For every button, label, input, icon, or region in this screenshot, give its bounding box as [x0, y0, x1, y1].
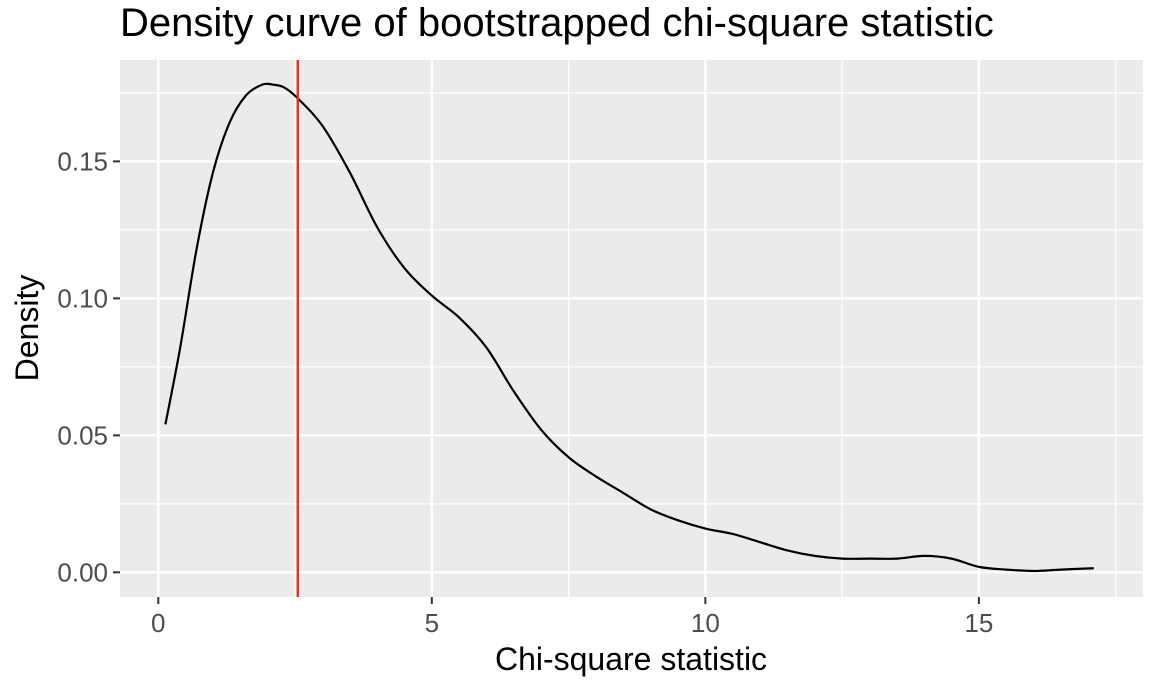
plot-panel: [120, 60, 1143, 597]
y-tick-label: 0.05: [57, 420, 108, 450]
x-tick-label: 10: [691, 608, 720, 638]
x-tick-label: 5: [425, 608, 439, 638]
tick-labels: 0 5 10 15 0.00 0.05 0.10 0.15: [57, 146, 993, 638]
y-tick-label: 0.00: [57, 557, 108, 587]
y-tick-label: 0.15: [57, 146, 108, 176]
axis-ticks: [113, 160, 980, 604]
y-tick-label: 0.10: [57, 283, 108, 313]
density-curve: [164, 82, 1094, 573]
major-gridlines: [120, 60, 1143, 597]
x-axis-title: Chi-square statistic: [495, 641, 767, 677]
watermark-text: 掘金技术社区 @ 布客飞龙: [877, 642, 1132, 667]
chart-title: Density curve of bootstrapped chi-square…: [120, 1, 994, 45]
chart-marks: [164, 60, 1094, 597]
y-axis-title: Density: [9, 275, 45, 382]
x-tick-label: 0: [151, 608, 165, 638]
minor-gridlines: [120, 60, 1143, 597]
x-tick-label: 15: [964, 608, 993, 638]
